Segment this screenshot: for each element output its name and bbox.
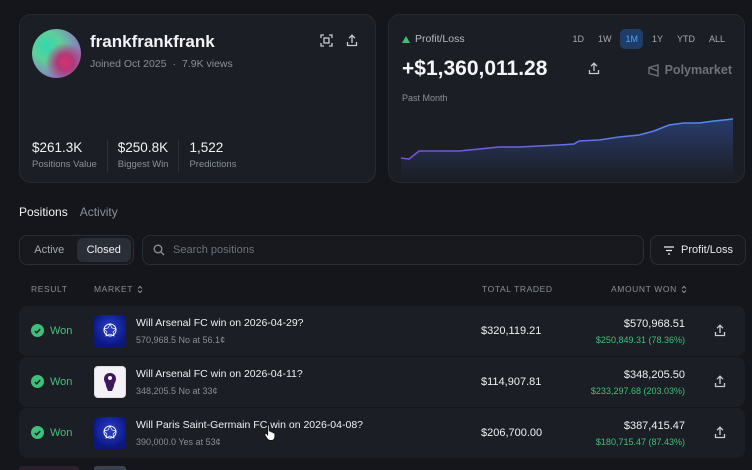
- total-traded: $320,119.21: [481, 325, 542, 337]
- avatar: [32, 29, 81, 78]
- market-question[interactable]: Will Arsenal FC win on 2026-04-29?: [136, 317, 304, 329]
- profit-gain: $180,715.47 (87.43%): [595, 437, 685, 447]
- total-traded: $206,700.00: [481, 427, 543, 439]
- result-badge: Won: [31, 426, 72, 439]
- sort-label: Profit/Loss: [681, 244, 733, 256]
- pnl-area: [401, 119, 733, 179]
- position-detail: 390,000.0 Yes at 53¢: [136, 437, 221, 447]
- result-label: Won: [50, 375, 73, 388]
- next-row-edge: [19, 466, 79, 470]
- champions-league-logo: [94, 315, 126, 347]
- table-row[interactable]: Won Will Arsenal FC win on 2026-04-11? 3…: [19, 357, 745, 407]
- pnl-value: +$1,360,011.28: [402, 57, 548, 80]
- range-1m[interactable]: 1M: [620, 29, 643, 49]
- header-market-label: MARKET: [94, 284, 134, 294]
- next-row-thumbnail: [94, 466, 126, 470]
- status-toggle: Active Closed: [19, 235, 134, 265]
- profile-tabs: Positions Activity: [19, 205, 118, 219]
- pnl-label: Profit/Loss: [415, 33, 465, 45]
- share-icon[interactable]: [588, 62, 602, 76]
- result-label: Won: [50, 426, 73, 439]
- tab-positions[interactable]: Positions: [19, 205, 68, 219]
- filter-active[interactable]: Active: [34, 244, 65, 256]
- result-badge: Won: [31, 375, 72, 388]
- profile-stats: $261.3K Positions Value $250.8K Biggest …: [32, 140, 256, 172]
- header-total-traded: TOTAL TRADED: [482, 284, 553, 294]
- search-icon: [153, 244, 165, 256]
- stat-label: Biggest Win: [117, 159, 169, 170]
- pnl-line: [400, 118, 734, 160]
- champions-league-logo: [94, 417, 126, 449]
- sort-arrows-icon: [137, 285, 143, 293]
- profit-loss-card: Profit/Loss 1D 1W 1M 1Y YTD ALL +$1,360,…: [388, 14, 745, 183]
- share-icon[interactable]: [714, 324, 728, 338]
- range-1y[interactable]: 1Y: [651, 34, 663, 44]
- profit-gain: $250,849.31 (78.36%): [595, 335, 685, 345]
- range-1d[interactable]: 1D: [572, 34, 584, 44]
- triangle-up-icon: [402, 35, 410, 43]
- share-icon[interactable]: [714, 426, 728, 440]
- market-question[interactable]: Will Paris Saint-Germain FC win on 2026-…: [136, 419, 364, 431]
- stat-positions-value: $261.3K Positions Value: [32, 140, 108, 172]
- filter-closed[interactable]: Closed: [76, 238, 131, 262]
- share-icon[interactable]: [714, 375, 728, 389]
- position-detail: 570,968.5 No at 56.1¢: [136, 335, 226, 345]
- amount-won: $570,968.51: [623, 318, 685, 330]
- check-circle-icon: [31, 426, 44, 439]
- username: frankfrankfrank: [90, 32, 215, 51]
- header-amount-won[interactable]: AMOUNT WON: [611, 284, 687, 294]
- market-question[interactable]: Will Arsenal FC win on 2026-04-11?: [136, 368, 303, 380]
- range-ytd[interactable]: YTD: [676, 34, 695, 44]
- range-1w[interactable]: 1W: [597, 34, 612, 44]
- polymarket-logo: Polymarket: [647, 63, 732, 77]
- join-info: Joined Oct 2025 · 7.9K views: [90, 58, 233, 70]
- stat-label: Predictions: [189, 159, 237, 170]
- result-label: Won: [50, 324, 73, 337]
- pnl-header: Profit/Loss: [402, 33, 465, 45]
- premier-league-logo: [94, 366, 126, 398]
- search-input[interactable]: [173, 244, 613, 256]
- header-market[interactable]: MARKET: [94, 284, 143, 294]
- header-amount-won-label: AMOUNT WON: [611, 284, 677, 294]
- check-circle-icon: [31, 324, 44, 337]
- table-row[interactable]: Won Will Arsenal FC win on 2026-04-29? 5…: [19, 306, 745, 356]
- result-badge: Won: [31, 324, 72, 337]
- stat-value: 1,522: [189, 140, 224, 155]
- position-detail: 348,205.5 No at 33¢: [136, 386, 218, 396]
- profile-card: frankfrankfrank Joined Oct 2025 · 7.9K vie…: [19, 14, 376, 183]
- stat-value: $250.8K: [117, 140, 169, 155]
- range-all[interactable]: ALL: [708, 34, 725, 44]
- check-circle-icon: [31, 375, 44, 388]
- pnl-chart: [400, 118, 734, 179]
- range-selector: 1D 1W 1M 1Y YTD ALL: [567, 29, 730, 49]
- hand-cursor-icon: [264, 424, 276, 441]
- table-row[interactable]: Won Will Paris Saint-Germain FC win on 2…: [19, 408, 745, 458]
- sort-arrows-icon: [681, 285, 687, 293]
- qr-scan-icon[interactable]: [318, 32, 334, 48]
- brand-name: Polymarket: [664, 63, 732, 77]
- stat-predictions: 1,522 Predictions: [189, 140, 246, 172]
- total-traded: $114,907.81: [481, 376, 542, 388]
- period-label: Past Month: [402, 93, 448, 103]
- stat-label: Positions Value: [32, 159, 97, 170]
- amount-won: $387,415.47: [623, 420, 685, 432]
- sort-icon: [664, 245, 675, 255]
- profit-gain: $233,297.68 (203.03%): [590, 386, 685, 396]
- sort-button[interactable]: Profit/Loss: [650, 235, 746, 265]
- tab-activity[interactable]: Activity: [79, 205, 118, 219]
- amount-won: $348,205.50: [623, 369, 685, 381]
- share-icon[interactable]: [344, 32, 360, 48]
- view-count: 7.9K views: [181, 58, 233, 70]
- joined-date: Joined Oct 2025: [90, 58, 167, 70]
- header-result: RESULT: [31, 284, 68, 294]
- stat-value: $261.3K: [32, 140, 83, 155]
- polymarket-icon: [647, 63, 659, 77]
- search-box: [142, 235, 644, 265]
- stat-biggest-win: $250.8K Biggest Win: [118, 140, 180, 172]
